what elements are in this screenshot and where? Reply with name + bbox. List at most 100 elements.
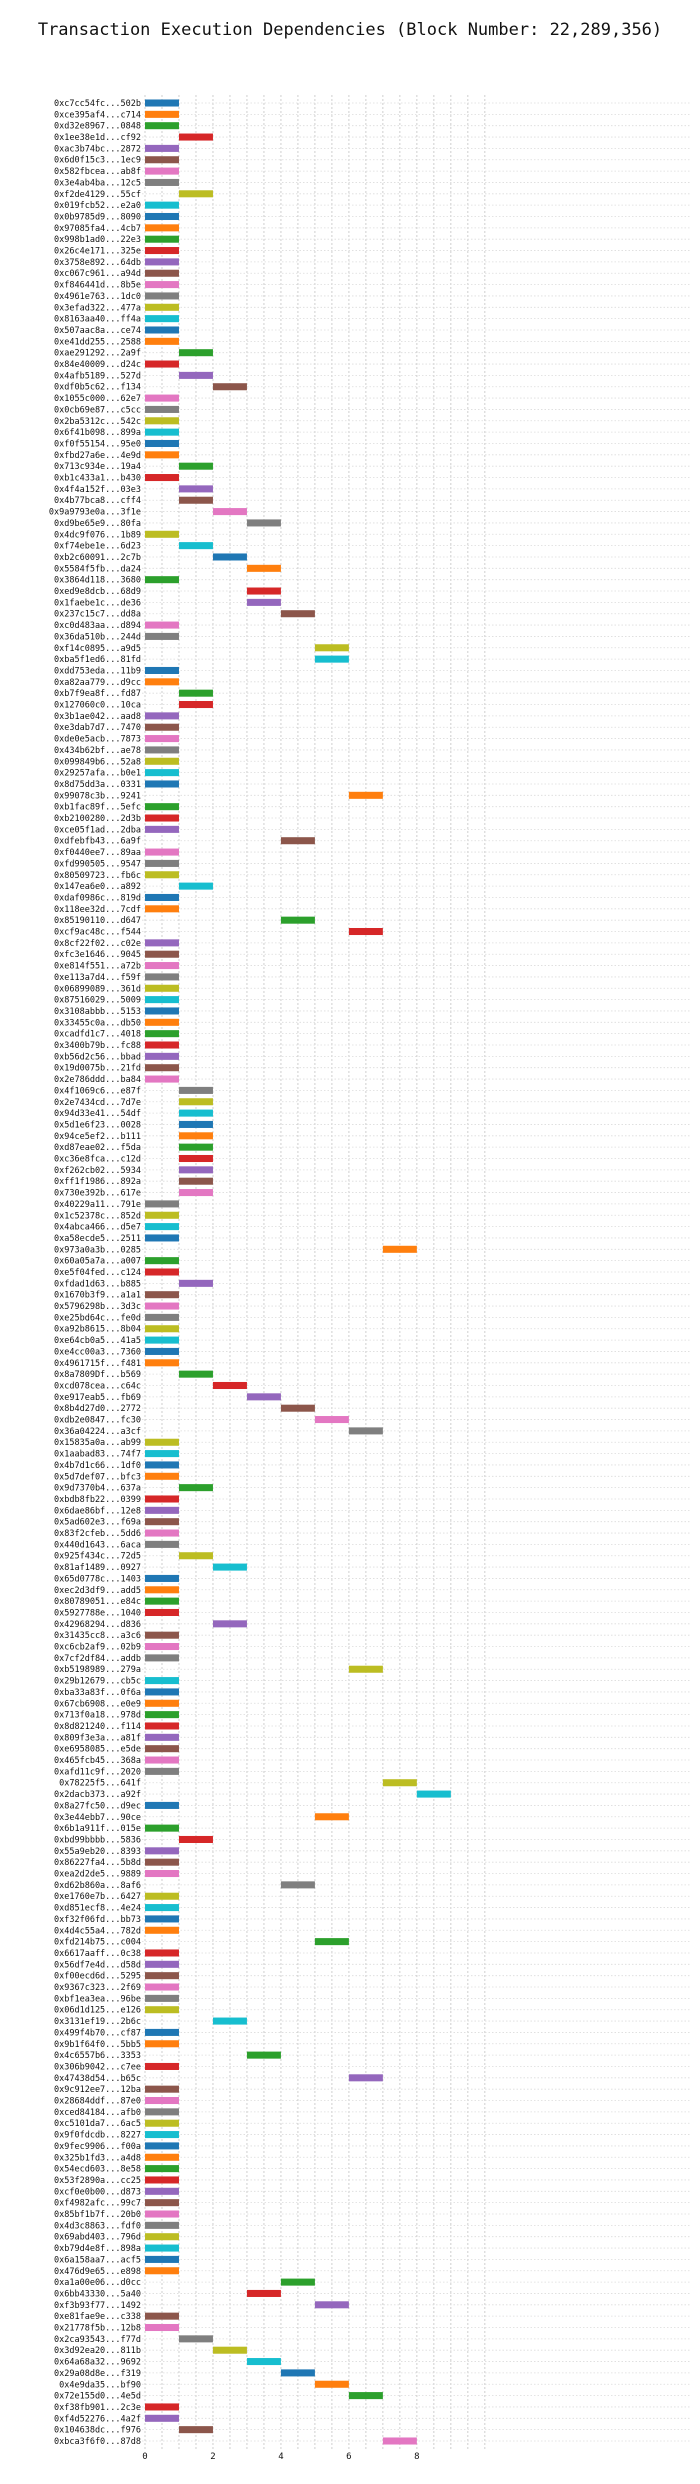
bar [145,1313,179,1321]
y-tick-label: 0xf0f55154...95e0 [54,439,141,449]
y-tick-label: 0x2e786ddd...ba84 [54,1075,141,1085]
bar [145,2040,179,2048]
y-tick-label: 0xe4cc00a3...7360 [54,1347,141,1357]
bar [145,1608,179,1617]
bar [145,962,179,970]
y-tick-label: 0x55a9eb20...8393 [54,1847,141,1857]
bar [145,1722,179,1730]
bar [145,394,179,402]
bar [178,542,213,550]
bar [145,2221,179,2229]
bar [246,2289,281,2297]
y-tick-label: 0xdd753eda...11b9 [54,666,141,676]
y-tick-label: 0x5927788e...1040 [54,1608,141,1618]
y-tick-label: 0xc7cc54fc...502b [54,99,141,109]
y-tick-label: 0x36da510b...244d [54,632,141,642]
y-tick-label: 0xba33a83f...0f6a [54,1688,141,1698]
y-tick-label: 0x8cf22f02...c02e [54,939,141,949]
bar [145,1200,179,1208]
y-tick-label: 0x809f3e3a...a81f [54,1733,141,1743]
bar [280,1404,315,1412]
y-tick-label: 0xce05f1ad...2dba [54,825,141,835]
y-tick-label: 0xe917eab5...fb69 [54,1393,141,1403]
bar [178,1189,213,1197]
y-tick-label: 0x28684ddf...87e0 [54,2097,141,2107]
bar [145,848,179,856]
y-tick-label: 0xb7f9ea8f...fd87 [54,689,141,699]
bar [145,235,179,243]
y-tick-label: 0xb1fac89f...5efc [54,803,141,813]
x-tick-label: 8 [414,2452,419,2462]
y-tick-label: 0xde0e5acb...7873 [54,735,141,745]
bar [145,1495,179,1503]
bar [314,655,349,663]
y-tick-label: 0xe41dd255...2588 [54,337,141,347]
y-tick-label: 0x6dae86bf...12e8 [54,1506,141,1516]
bar [178,190,213,198]
y-tick-label: 0x4c6557b6...3353 [54,2051,141,2061]
y-tick-label: 0xac3b74bc...2872 [54,144,141,154]
y-tick-label: 0x40229a11...791e [54,1200,141,1210]
bar [348,1665,383,1673]
bar [348,927,383,936]
y-tick-label: 0xa92b8615...8b04 [54,1325,141,1335]
y-tick-label: 0xce395af4...c714 [54,110,141,120]
y-tick-label: 0x54ecd603...8e58 [54,2165,141,2175]
y-tick-label: 0xb2100280...2d3b [54,814,141,824]
y-tick-label: 0x4961e763...1dc0 [54,292,141,302]
bar [145,417,179,425]
y-tick-label: 0xf32f06fd...bb73 [54,1915,141,1925]
bar [145,315,179,323]
y-tick-label: 0xf262cb02...5934 [54,1166,141,1176]
y-tick-label: 0xf38fb901...2c3e [54,2403,141,2413]
y-tick-label: 0x118ee32d...7cdf [54,905,141,915]
y-tick-label: 0x306b9042...c7ee [54,2062,141,2072]
bar [145,1858,179,1866]
bar [145,2403,179,2411]
bar-layer [145,99,451,2445]
y-tick-label: 0x1aabad83...74f7 [54,1450,141,1460]
bar [145,2267,179,2275]
y-tick-label: 0x0b9785d9...8090 [54,212,141,222]
y-tick-label: 0x33455c0a...db50 [54,1018,141,1028]
y-tick-label: 0xe25bd64c...fe0d [54,1313,141,1323]
y-tick-label: 0x3864d118...3680 [54,576,141,586]
y-tick-label: 0xbdb8fb22...0399 [54,1495,141,1505]
bar [145,780,179,788]
y-tick-label: 0x21778f5b...12b8 [54,2324,141,2334]
bar [145,1983,179,1991]
bar [145,1336,179,1344]
bar [145,1994,179,2002]
bar [145,439,179,448]
bar [212,383,247,391]
y-tick-label: 0x9fec9906...f00a [54,2142,141,2152]
bar [145,2028,179,2036]
bar [145,1949,179,1957]
bar [280,2278,315,2286]
y-tick-label: 0x0cb69e87...c5cc [54,405,141,415]
y-tick-label: 0xb1c433a1...b430 [54,474,141,484]
y-tick-label: 0x72e155d0...4e5d [54,2392,141,2402]
bar [145,2323,179,2332]
bar [145,1711,179,1719]
bar [246,519,281,527]
bar [145,1438,179,1446]
bar [145,735,179,743]
x-tick-label: 6 [346,2452,351,2462]
y-tick-label: 0xed9e8dcb...68d9 [54,587,141,597]
bar [145,1699,179,1707]
y-tick-label: 0x8b4d27d0...2772 [54,1404,141,1414]
y-tick-label: 0x925f434c...72d5 [54,1552,141,1562]
bar [145,1972,179,1980]
bar [145,1347,179,1355]
y-tick-label: 0x104638dc...f976 [54,2426,141,2436]
y-tick-label: 0x237c15c7...dd8a [54,610,141,620]
y-tick-label: 0xe3dab7d7...7470 [54,723,141,733]
y-tick-label: 0x6d0f15c3...1ec9 [54,156,141,166]
bar [178,349,213,357]
y-tick-label: 0x6f41b098...899a [54,428,141,438]
bar [145,201,179,209]
bar [145,1597,179,1605]
y-tick-label: 0xa82aa779...d9cc [54,678,141,688]
bar [145,576,179,584]
